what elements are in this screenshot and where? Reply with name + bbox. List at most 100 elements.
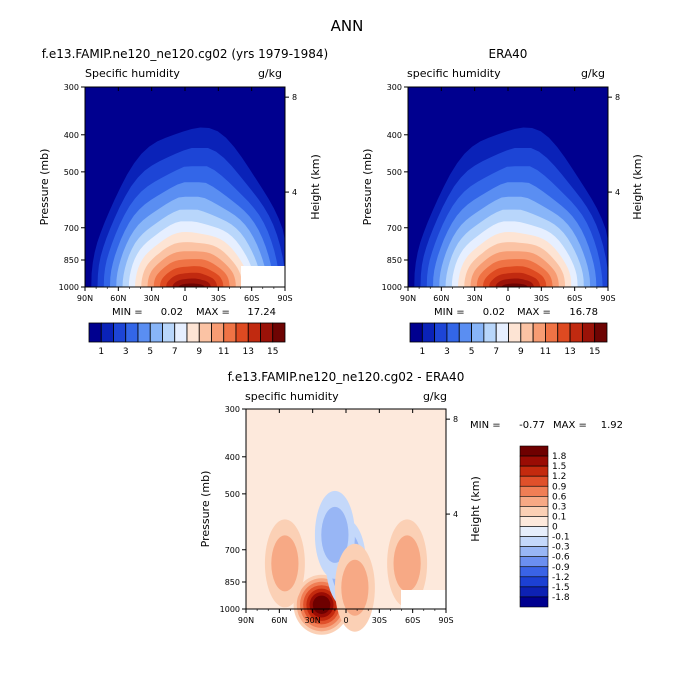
colorbar-box <box>519 586 549 598</box>
colorbar-label: 3 <box>444 347 450 357</box>
colorbar-box <box>519 556 549 568</box>
min-value: 0.02 <box>161 307 183 318</box>
colorbar-label: -0.9 <box>552 563 570 573</box>
min-max-readout: MIN = -0.77 MAX = 1.92 <box>470 420 623 431</box>
colorbar-box <box>519 546 549 557</box>
axis-ticks: 90N 60N 30N 0 30S 60S 90S 300 400 500 700 850 1000 8 4 <box>382 83 620 303</box>
y-tick-label: 700 <box>387 224 402 233</box>
colorbar-box <box>100 322 114 343</box>
min-label: MIN = <box>434 307 465 318</box>
y-tick-label: 300 <box>387 83 402 92</box>
colorbar-label: -1.5 <box>552 583 570 593</box>
panel-model: f.e13.FAMIP.ne120_ne120.cg02 (yrs 1979-1… <box>38 47 328 357</box>
height-tick-label: 4 <box>615 188 620 197</box>
diff-blob-4-level-1 <box>271 535 299 592</box>
min-value: -0.77 <box>519 420 545 431</box>
colorbar-label: 1.5 <box>552 462 566 472</box>
colorbar-box <box>88 322 102 343</box>
colorbar-box <box>174 322 188 343</box>
y-tick-label: 400 <box>225 453 240 462</box>
colorbar-box <box>519 566 549 578</box>
colorbar-box <box>519 506 549 517</box>
x-tick-label: 90S <box>600 294 615 303</box>
units-label: g/kg <box>423 390 447 403</box>
x-tick-label: 90N <box>400 294 416 303</box>
x-tick-label: 90S <box>438 616 453 625</box>
colorbar-label: 1 <box>98 347 104 357</box>
colorbar-label: 0.6 <box>552 492 567 502</box>
colorbar-box <box>519 496 549 507</box>
contour-band-15 <box>178 283 205 287</box>
colorbar-box <box>532 322 546 343</box>
colorbar-box <box>162 322 176 343</box>
max-label: MAX = <box>553 420 587 431</box>
y-tick-label: 500 <box>225 490 240 499</box>
colorbar-box <box>186 322 200 343</box>
colorbar-label: -0.6 <box>552 553 570 563</box>
x-tick-label: 60N <box>271 616 287 625</box>
diff-blob-3-level-1 <box>341 559 369 616</box>
figure-title: ANN <box>331 17 364 35</box>
colorbar-box <box>519 485 549 497</box>
colorbar-label: 11 <box>218 347 229 357</box>
y-tick-label: 400 <box>64 131 79 140</box>
colorbar-label: 5 <box>469 347 475 357</box>
missing-data-patch <box>241 266 285 287</box>
colorbar-box <box>519 526 549 537</box>
x-tick-label: 60S <box>244 294 259 303</box>
colorbar-box <box>508 322 522 343</box>
axis-ticks: 90N 60N 30N 0 30S 60S 90S 300 400 500 700 850 1000 8 4 <box>220 405 458 625</box>
colorbar-box <box>471 322 485 343</box>
y-axis-right-label: Height (km) <box>631 154 644 220</box>
colorbar-box <box>125 322 139 343</box>
colorbar-box <box>519 596 549 608</box>
max-value: 1.92 <box>601 420 623 431</box>
colorbar-label: 7 <box>172 347 178 357</box>
x-tick-label: 30N <box>467 294 483 303</box>
field-label: specific humidity <box>407 67 501 80</box>
diff-blob-5-level-1 <box>393 535 421 592</box>
colorbar-box <box>149 322 163 343</box>
colorbar-label: 5 <box>147 347 153 357</box>
colorbar-label: 15 <box>267 347 278 357</box>
units-label: g/kg <box>258 67 282 80</box>
colorbar-box <box>581 322 596 343</box>
min-label: MIN = <box>470 420 501 431</box>
colorbar-label: 0.9 <box>552 482 567 492</box>
x-tick-label: 30S <box>211 294 226 303</box>
height-tick-label: 8 <box>453 415 458 424</box>
colorbar-label: 1.8 <box>552 452 567 462</box>
x-tick-label: 90N <box>238 616 254 625</box>
colorbar-label: 0 <box>552 523 558 533</box>
colorbar-box <box>594 322 608 343</box>
colorbar-label: 1 <box>419 347 425 357</box>
panel-title: f.e13.FAMIP.ne120_ne120.cg02 (yrs 1979-1… <box>42 47 329 61</box>
colorbar-box <box>519 536 549 547</box>
y-axis-right-label: Height (km) <box>469 476 482 542</box>
min-max-readout: MIN = 0.02 MAX = 17.24 <box>112 307 276 318</box>
colorbar-label: 1.2 <box>552 472 566 482</box>
max-label: MAX = <box>196 307 230 318</box>
axis-ticks: 90N 60N 30N 0 30S 60S 90S 300 400 500 700 850 1000 8 4 <box>59 83 297 303</box>
colorbar-box <box>260 322 274 343</box>
colorbar: 1 3 5 7 9 11 13 15 <box>88 322 286 357</box>
colorbar-box <box>519 576 549 588</box>
panel-difference: f.e13.FAMIP.ne120_ne120.cg02 - ERA40 spe… <box>199 370 623 635</box>
contour-band-15 <box>501 283 528 287</box>
colorbar-label: -1.2 <box>552 573 570 583</box>
x-tick-label: 90S <box>277 294 292 303</box>
colorbar-box <box>421 322 436 343</box>
y-axis-label: Pressure (mb) <box>199 471 212 548</box>
x-tick-label: 60N <box>110 294 126 303</box>
colorbar-box <box>409 322 423 343</box>
x-tick-label: 30N <box>305 616 321 625</box>
y-tick-label: 1000 <box>382 283 402 292</box>
colorbar-box <box>235 322 249 343</box>
y-tick-label: 850 <box>64 256 79 265</box>
colorbar-box <box>519 516 549 527</box>
x-tick-label: 60N <box>433 294 449 303</box>
colorbar-label: 13 <box>564 347 575 357</box>
height-tick-label: 8 <box>615 93 620 102</box>
contour-fill <box>414 127 608 289</box>
